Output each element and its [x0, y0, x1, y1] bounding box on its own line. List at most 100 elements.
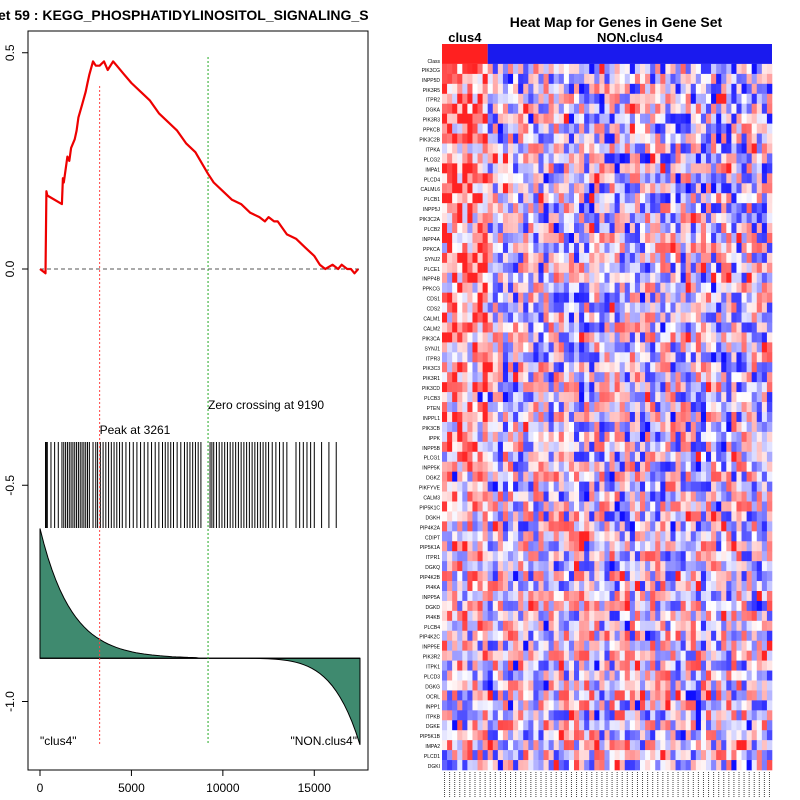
- heatmap-cell: [518, 531, 524, 542]
- heatmap-cell: [716, 571, 722, 582]
- heatmap-cell: [746, 750, 752, 761]
- heatmap-cell: [482, 551, 488, 562]
- heatmap-cell: [563, 650, 570, 661]
- heatmap-cell: [761, 760, 768, 771]
- heatmap-cell: [731, 750, 737, 761]
- heatmap-cell: [680, 750, 686, 761]
- heatmap-cell: [589, 402, 595, 413]
- heatmap-cell: [599, 421, 605, 433]
- heatmap-cell: [660, 382, 666, 393]
- heatmap-cell: [482, 103, 488, 114]
- heatmap-cell: [558, 213, 565, 224]
- heatmap-cell: [756, 451, 763, 463]
- heatmap-cell: [492, 342, 499, 353]
- heatmap-cell: [457, 73, 463, 85]
- heatmap-cell: [538, 382, 544, 393]
- heatmap-cell: [589, 322, 595, 333]
- heatmap-cell: [624, 421, 631, 433]
- heatmap-cell: [645, 83, 651, 95]
- heatmap-cell: [614, 242, 620, 254]
- heatmap-cell: [609, 73, 615, 85]
- heatmap-cell: [497, 690, 504, 701]
- heatmap-cell: [548, 710, 554, 721]
- heatmap-cell: [502, 402, 509, 413]
- heatmap-cell: [741, 690, 747, 701]
- heatmap-cell: [634, 183, 641, 194]
- heatmap-cell: [614, 481, 620, 492]
- heatmap-cell: [711, 591, 717, 602]
- heatmap-cell: [538, 93, 544, 105]
- heatmap-cell: [563, 521, 570, 532]
- heatmap-cell: [695, 441, 702, 453]
- heatmap-cell: [574, 143, 580, 154]
- heatmap-cell: [447, 113, 453, 124]
- heatmap-cell: [563, 203, 570, 214]
- heatmap-cell: [579, 431, 585, 443]
- heatmap-cell: [518, 541, 524, 552]
- heatmap-cell: [523, 302, 529, 313]
- heatmap-cell: [746, 760, 752, 771]
- heatmap-cell: [660, 670, 666, 681]
- heatmap-cell: [508, 521, 514, 532]
- heatmap-cell: [553, 412, 560, 423]
- heatmap-cell: [467, 421, 473, 433]
- heatmap-cell: [711, 491, 717, 502]
- heatmap-cell: [645, 153, 651, 164]
- heatmap-cell: [721, 292, 727, 303]
- heatmap-cell: [655, 451, 661, 463]
- heatmap-cell: [645, 461, 651, 472]
- heatmap-cell: [670, 521, 676, 532]
- es-curve-line: [39, 60, 360, 275]
- heatmap-cell: [599, 143, 605, 154]
- heatmap-cell: [675, 402, 681, 413]
- heatmap-cell: [447, 690, 453, 701]
- heatmap-cell: [538, 700, 544, 711]
- heatmap-cell: [726, 710, 732, 721]
- heatmap-cell: [568, 501, 575, 512]
- heatmap-cell: [568, 441, 575, 453]
- heatmap-cell: [629, 471, 636, 482]
- heatmap-cell: [731, 451, 737, 463]
- heatmap-cell: [518, 720, 524, 731]
- heatmap-cell: [746, 740, 752, 751]
- heatmap-cell: [568, 163, 575, 174]
- heatmap-cell: [665, 153, 671, 164]
- heatmap-cell: [680, 83, 686, 95]
- heatmap-cell: [766, 332, 773, 343]
- heatmap-cell: [680, 501, 686, 512]
- heatmap-cell: [619, 83, 626, 95]
- heatmap-cell: [766, 521, 773, 532]
- heatmap-cell: [690, 730, 697, 741]
- heatmap-cell: [650, 73, 656, 85]
- heatmap-cell: [751, 461, 758, 472]
- heatmap-cell: [731, 332, 737, 343]
- heatmap-cell: [533, 760, 539, 771]
- gene-label: CDS1: [427, 297, 441, 303]
- heatmap-cell: [508, 740, 514, 751]
- heatmap-cell: [467, 93, 473, 105]
- heatmap-cell: [655, 441, 661, 453]
- heatmap-cell: [518, 690, 524, 701]
- heatmap-cell: [533, 322, 539, 333]
- heatmap-cell: [584, 173, 590, 184]
- heatmap-cell: [548, 740, 554, 751]
- heatmap-cell: [574, 123, 580, 134]
- heatmap-cell: [472, 153, 478, 164]
- heatmap-cell: [731, 521, 737, 532]
- heatmap-cell: [640, 382, 646, 393]
- heatmap-cell: [457, 173, 463, 184]
- heatmap-cell: [523, 710, 529, 721]
- heatmap-cell: [543, 640, 549, 651]
- heatmap-cell: [482, 252, 488, 264]
- heatmap-cell: [574, 113, 580, 124]
- heatmap-cell: [751, 670, 758, 681]
- heatmap-cell: [548, 670, 554, 681]
- heatmap-cell: [528, 312, 534, 323]
- heatmap-cell: [579, 342, 585, 353]
- heatmap-cell: [568, 292, 575, 303]
- heatmap-cell: [604, 392, 610, 403]
- heatmap-cell: [447, 710, 453, 721]
- heatmap-cell: [584, 362, 590, 373]
- heatmap-cell: [508, 660, 514, 671]
- heatmap-cell: [655, 610, 661, 622]
